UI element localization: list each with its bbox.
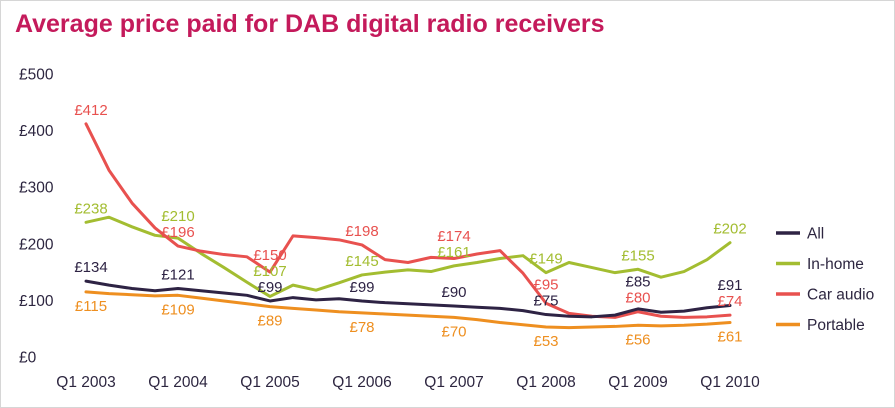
series-line-all	[84, 279, 732, 319]
legend-item: In-home	[776, 256, 864, 273]
legend-label: Portable	[807, 317, 865, 334]
data-label: £70	[441, 323, 466, 340]
data-label: £95	[533, 277, 558, 294]
data-label: £198	[345, 223, 378, 240]
data-label: £90	[441, 284, 466, 301]
y-axis-label: £500	[19, 67, 54, 84]
series-line-portable	[84, 290, 732, 330]
x-axis-label: Q1 2003	[56, 374, 115, 391]
data-label: £210	[161, 208, 194, 225]
y-axis-label: £0	[19, 350, 37, 367]
data-label: £61	[717, 328, 742, 345]
y-axis-label: £400	[19, 123, 54, 140]
data-label: £75	[533, 293, 558, 310]
x-axis-label: Q1 2004	[148, 374, 208, 391]
data-label: £99	[257, 279, 282, 296]
legend-item: Car audio	[776, 287, 874, 304]
data-label: £150	[253, 247, 286, 264]
x-axis-label: Q1 2007	[424, 374, 483, 391]
legend-label: Car audio	[807, 287, 874, 304]
data-label: £238	[74, 200, 107, 217]
data-label: £196	[161, 224, 194, 241]
data-label: £412	[74, 102, 107, 119]
data-label: £78	[349, 319, 374, 336]
line-chart: £0 £100 £200 £300 £400 £500 Q1 2003 Q1 2004 Q1 2…	[1, 47, 894, 407]
x-axis-label: Q1 2005	[240, 374, 299, 391]
data-label: £145	[345, 253, 378, 270]
legend-item: All	[776, 226, 824, 243]
data-label: £107	[253, 263, 286, 280]
chart-title: Average price paid for DAB digital radio…	[15, 10, 605, 38]
x-axis-label: Q1 2006	[332, 374, 391, 391]
data-label: £56	[625, 331, 650, 348]
data-label: £161	[437, 244, 470, 261]
series-line-car-audio	[84, 122, 732, 319]
data-label: £202	[713, 221, 746, 238]
x-axis-label: Q1 2009	[608, 374, 667, 391]
data-label: £85	[625, 274, 650, 291]
data-label: £89	[257, 313, 282, 330]
x-axis-label: Q1 2008	[516, 374, 575, 391]
legend-item: Portable	[776, 317, 865, 334]
data-label: £155	[621, 247, 654, 264]
data-label: £115	[75, 298, 107, 315]
data-label: £99	[349, 279, 374, 296]
data-label: £109	[161, 301, 194, 318]
data-label: £134	[74, 259, 107, 276]
data-label: £53	[533, 333, 558, 350]
data-label: £121	[161, 267, 194, 284]
y-axis-label: £300	[19, 180, 54, 197]
data-label: £74	[717, 293, 742, 310]
x-axis-label: Q1 2010	[700, 374, 760, 391]
data-label: £91	[717, 277, 742, 294]
y-axis-label: £100	[19, 293, 54, 310]
data-label: £80	[625, 290, 650, 307]
data-label: £174	[437, 228, 470, 245]
legend-label: All	[807, 226, 824, 243]
y-axis-label: £200	[19, 236, 54, 253]
legend-label: In-home	[807, 256, 864, 273]
data-label: £149	[529, 251, 562, 268]
legend: All In-home Car audio Portable	[776, 226, 874, 334]
chart-canvas: £0 £100 £200 £300 £400 £500 Q1 2003 Q1 2004 Q1 2…	[19, 67, 874, 392]
